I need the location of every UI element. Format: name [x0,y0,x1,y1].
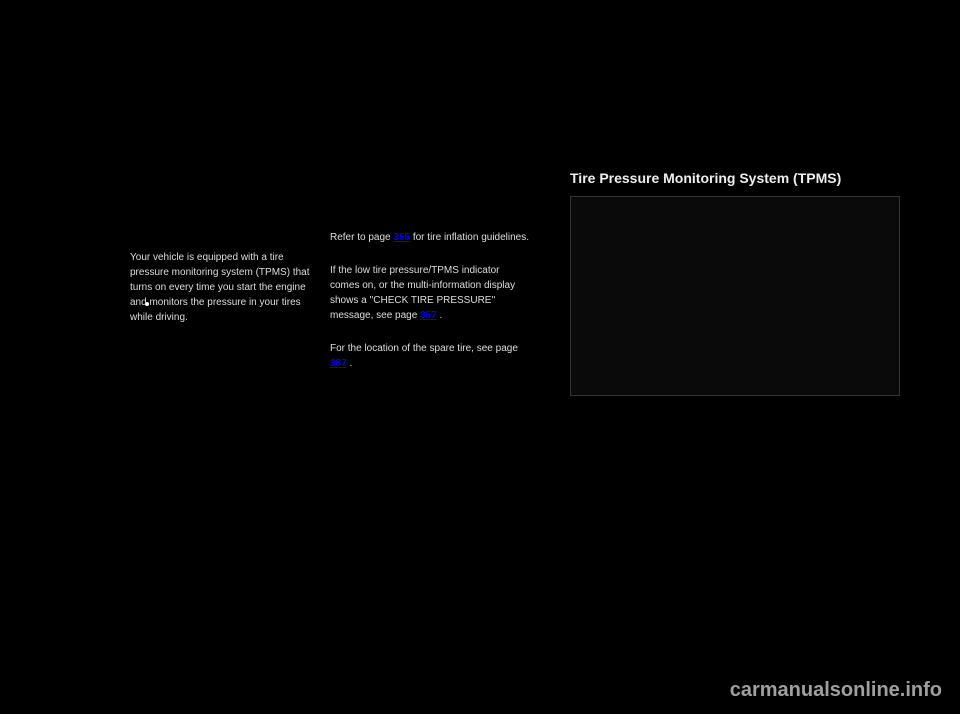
left-column: Your vehicle is equipped with a tire pre… [130,250,310,343]
page-link-387[interactable]: 387 [330,358,347,369]
tpms-diagram-placeholder [570,196,900,396]
text-prefix: For the location of the spare tire, see … [330,343,518,354]
manual-page: Your vehicle is equipped with a tire pre… [50,50,910,664]
middle-column: Refer to page 355 for tire inflation gui… [330,230,530,389]
page-link-357[interactable]: 357 [420,310,437,321]
text-suffix: . [349,358,352,369]
text-prefix: Refer to page [330,232,393,243]
page-link-355[interactable]: 355 [393,232,410,243]
text-suffix: . [440,310,443,321]
right-column: Tire Pressure Monitoring System (TPMS) [570,170,910,396]
watermark: carmanualsonline.info [730,679,942,702]
paragraph-with-link-3: For the location of the spare tire, see … [330,341,530,371]
text-suffix: for tire inflation guidelines. [413,232,529,243]
paragraph-with-link-1: Refer to page 355 for tire inflation gui… [330,230,530,245]
paragraph-with-link-2: If the low tire pressure/TPMS indicator … [330,263,530,323]
paragraph: Your vehicle is equipped with a tire pre… [130,250,310,325]
section-heading: Tire Pressure Monitoring System (TPMS) [570,170,910,186]
